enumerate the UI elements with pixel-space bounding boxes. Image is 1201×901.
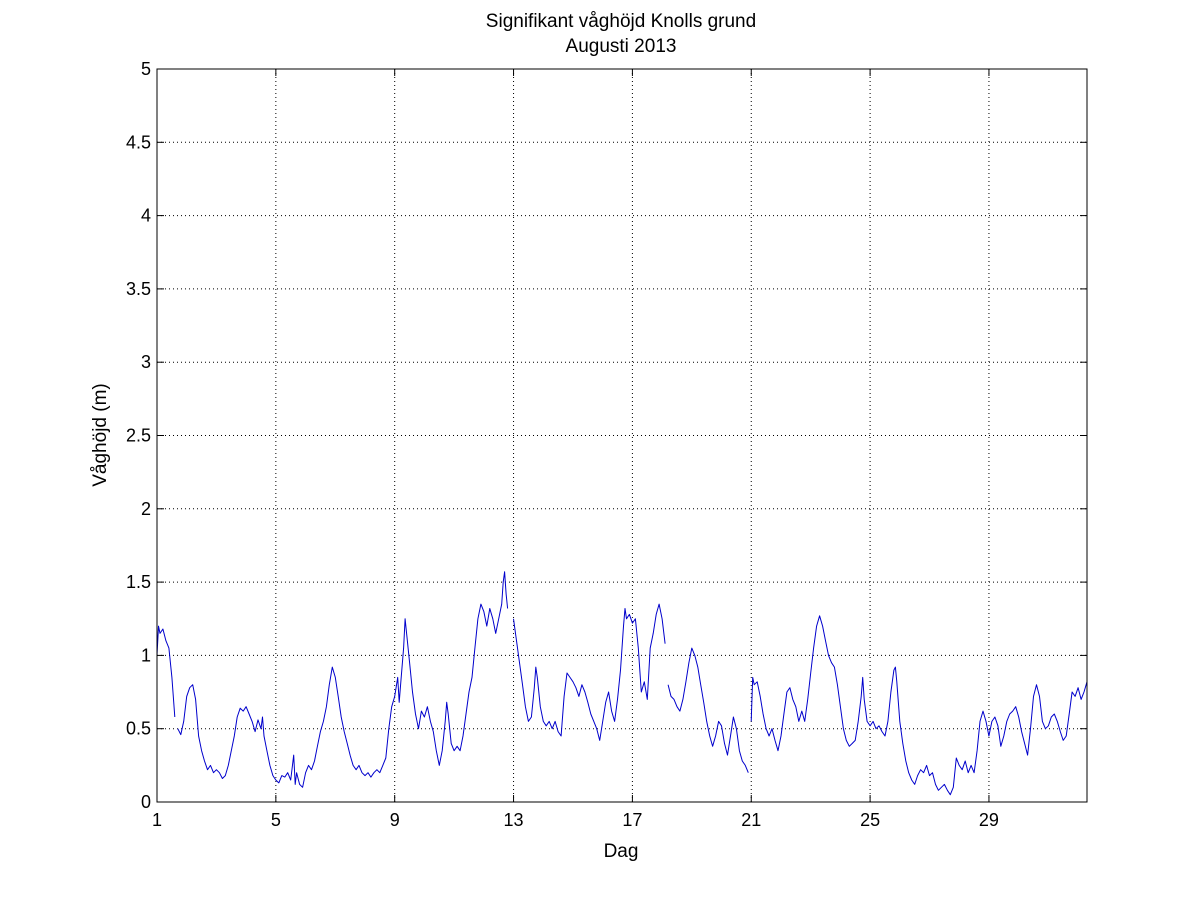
- series-line-segment: [513, 603, 666, 741]
- y-tick-label: 1: [141, 645, 151, 665]
- x-tick-label: 17: [622, 810, 642, 830]
- y-tick-label: 4.5: [126, 132, 151, 152]
- y-tick-label: 0: [141, 792, 151, 812]
- y-tick-label: 2: [141, 499, 151, 519]
- x-tick-label: 25: [860, 810, 880, 830]
- x-axis-label: Dag: [604, 841, 639, 862]
- y-tick-label: 1.5: [126, 572, 151, 592]
- chart-title: Signifikant våghöjd Knolls grund: [486, 11, 756, 32]
- chart-subtitle: Augusti 2013: [566, 36, 677, 57]
- axis-ticks: 1 5 9 13 17 21 25 29 0 0.5 1 1.5 2 2.5 3 3.5 4 4.5 5: [126, 59, 1087, 830]
- x-tick-label: 21: [741, 810, 761, 830]
- y-tick-label: 3.5: [126, 279, 151, 299]
- x-tick-label: 13: [504, 810, 524, 830]
- series-line-segment: [156, 625, 176, 718]
- y-axis-label: Våghöjd (m): [90, 383, 111, 487]
- x-tick-label: 9: [390, 810, 400, 830]
- series-line-segment: [667, 647, 749, 773]
- x-tick-label: 5: [271, 810, 281, 830]
- y-tick-label: 4: [141, 206, 151, 226]
- x-tick-label: 29: [979, 810, 999, 830]
- series-line-segment: [750, 615, 1088, 796]
- series-line-segment: [177, 571, 509, 788]
- y-tick-label: 5: [141, 59, 151, 79]
- data-series: [156, 571, 1088, 796]
- y-tick-label: 0.5: [126, 719, 151, 739]
- y-tick-label: 3: [141, 352, 151, 372]
- y-tick-label: 2.5: [126, 426, 151, 446]
- x-tick-label: 1: [152, 810, 162, 830]
